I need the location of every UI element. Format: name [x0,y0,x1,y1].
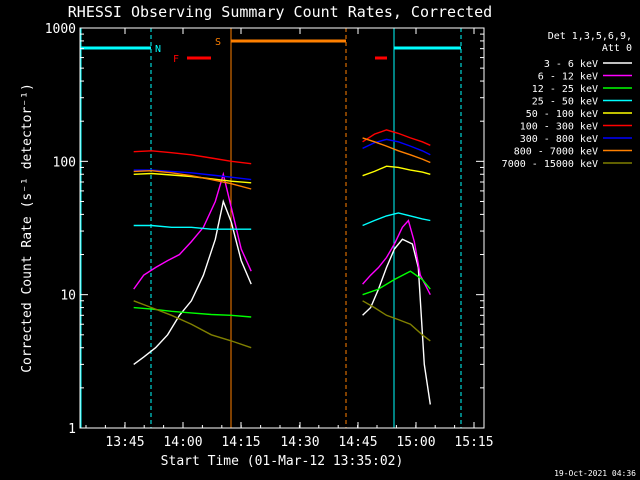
x-tick-label: 14:45 [338,435,377,450]
series-line [133,169,252,190]
legend-label: 3 - 6 keV [544,59,598,70]
series-line [133,172,252,184]
x-tick-label: 15:00 [396,435,435,450]
x-axis-label: Start Time (01-Mar-12 13:35:02) [161,454,404,469]
plot-area: N F S [80,28,462,428]
y-tick-label: 1 [68,422,76,437]
timestamp: 19-Oct-2021 04:36 [554,469,636,478]
series-line [362,300,431,342]
y-axis-label: Corrected Count Rate (s⁻¹ detector⁻¹) [20,83,35,373]
legend-label: 800 - 7000 keV [514,147,598,158]
y-tick-label: 100 [53,155,76,170]
x-tick-label: 13:45 [105,435,144,450]
series-line [362,129,431,146]
marker-label: S [215,37,221,48]
legend-label: 100 - 300 keV [520,122,598,133]
series-line [133,306,252,318]
series-line [362,138,431,156]
plot-frame [79,27,485,429]
legend-label: 50 - 100 keV [526,109,598,120]
series-line [133,224,252,230]
legend-label: 12 - 25 keV [532,84,598,95]
legend-label: 25 - 50 keV [532,97,598,108]
legend-label: 6 - 12 keV [538,72,598,83]
series-line [133,171,252,290]
legend: Det 1,3,5,6,9,Att 0 3 - 6 keV 6 - 12 keV12… [502,31,632,170]
x-tick-label: 14:15 [221,435,260,450]
x-tick-label: 14:30 [280,435,319,450]
series-line [362,137,431,164]
series-line [362,270,431,296]
legend-header: Att 0 [602,43,632,54]
series-line [362,212,431,227]
x-tick-label: 14:00 [163,435,202,450]
chart-title: RHESSI Observing Summary Count Rates, Co… [68,3,492,21]
x-tick-label: 15:15 [454,435,493,450]
legend-label: 7000 - 15000 keV [502,159,598,170]
legend-header: Det 1,3,5,6,9, [548,31,632,42]
series-line [133,300,252,349]
marker-label: N [155,44,161,55]
series-line [133,150,252,165]
y-tick-label: 1000 [45,22,76,37]
y-axis: 1 10 100 1000 [45,22,484,437]
marker-label: F [173,54,179,65]
x-axis: 13:45 14:00 14:15 14:30 14:45 15:00 15:15 [85,28,494,450]
series-line [362,165,431,177]
legend-label: 300 - 800 keV [520,134,598,145]
series-line [362,238,431,405]
y-tick-label: 10 [60,289,76,304]
series-line [362,219,431,296]
